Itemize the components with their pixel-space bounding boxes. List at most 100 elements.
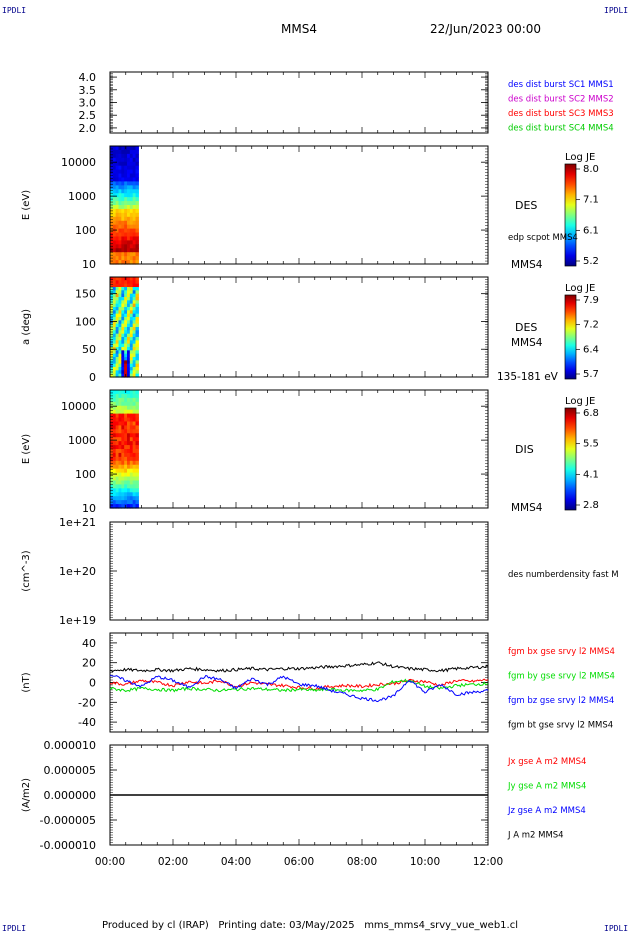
panel1-legend-entry: des dist burst SC1 MMS1 [508, 80, 614, 90]
panel3-heatmap-cell [129, 360, 134, 365]
panel2-heatmap-cell [124, 177, 128, 182]
footer-credits: Produced by cl (IRAP) Printing date: 03/… [102, 920, 519, 931]
panel2-heatmap-cell [132, 197, 137, 202]
panel4-heatmap-cell [124, 492, 128, 497]
panel3-heatmap-cell [115, 300, 120, 305]
panel2-heatmap-cell [127, 205, 131, 210]
panel2-heatmap-cell [132, 228, 137, 234]
panel3-heatmap-cell [118, 343, 122, 348]
panel4-heatmap-cell [121, 456, 125, 462]
panel4-heatmap-cell [110, 480, 114, 485]
panel3-heatmap-cell [132, 347, 137, 351]
panel2-heatmap-cell [121, 193, 125, 198]
panel4-heatmap-cell [124, 496, 128, 501]
panel4-heatmap-cell [112, 500, 117, 505]
panel4-heatmap-cell [112, 429, 117, 434]
panel4-heatmap-cell [118, 397, 122, 403]
panel2-heatmap-cell [110, 177, 114, 182]
panel2-heatmap-cell [132, 244, 137, 249]
panel2-heatmap-cell [121, 153, 125, 159]
panel3-heatmap-cell [127, 317, 131, 321]
panel2-heatmap-cell [129, 181, 134, 186]
panel1-legend-entry: des dist burst SC2 MMS2 [508, 95, 614, 105]
panel4-heatmap-cell [121, 421, 125, 426]
panel3-heatmap-cell [110, 300, 114, 305]
panel4-heatmap-cell [118, 401, 122, 407]
panel4-heatmap-cell [115, 401, 120, 407]
panel4-heatmap-cell [132, 452, 137, 458]
panel3-heatmap-cell [115, 290, 120, 295]
panel3-heatmap-cell [115, 373, 120, 378]
panel2-heatmap-cell [112, 232, 117, 238]
panel6-series-line [109, 678, 489, 693]
panel3-heatmap-cell [115, 280, 120, 285]
panel4-heatmap-cell [135, 460, 139, 466]
panel4-heatmap-cell [127, 496, 131, 501]
panel3-heatmap-cell [129, 290, 134, 295]
panel2-heatmap-cell [135, 252, 139, 257]
panel2-heatmap-cell [121, 169, 125, 175]
panel2-heatmap-cell [129, 224, 134, 230]
panel3-heatmap-cell [129, 340, 134, 345]
panel3-heatmap-cell [110, 343, 114, 348]
panel3-heatmap-cell [110, 277, 114, 281]
panel2-heatmap-cell [112, 146, 117, 151]
panel2-heatmap-cell [115, 248, 120, 253]
panel2-heatmap-cell [129, 161, 134, 167]
panel2-heatmap-cell [129, 169, 134, 175]
panel4-heatmap-cell [118, 433, 122, 438]
panel3-heatmap-cell [124, 350, 128, 355]
panel3-heatmap-cell [127, 297, 131, 301]
panel3-colorbar-tick-label: 7.2 [583, 320, 599, 331]
panel4-colorbar-title: Log JE [565, 396, 595, 407]
panel4-heatmap-cell [121, 468, 125, 474]
panel3-heatmap-cell [132, 297, 137, 301]
panel4-heatmap-cell [135, 464, 139, 470]
panel2-heatmap-cell [132, 189, 137, 194]
panel4-heatmap-cell [110, 492, 114, 497]
panel4-heatmap-cell [112, 409, 117, 415]
panel4-colorbar [564, 407, 577, 511]
panel3-heatmap-cell [127, 360, 131, 365]
panel4-heatmap-cell [124, 413, 128, 419]
panel3-heatmap-cell [121, 327, 125, 331]
panel2-heatmap-cell [135, 189, 139, 194]
panel3-heatmap-cell [127, 363, 131, 368]
panel3-heatmap-cell [129, 347, 134, 351]
panel3-heatmap-cell [112, 343, 117, 348]
panel3-heatmap-cell [112, 337, 117, 341]
panel2-heatmap-cell [112, 177, 117, 182]
panel2-heatmap-cell [110, 260, 114, 265]
panel2-heatmap-cell [115, 169, 120, 175]
panel2-heatmap-cell [132, 256, 137, 261]
panel3-colorbar [564, 294, 577, 380]
panel3-heatmap-cell [115, 367, 120, 371]
panel4-heatmap-cell [118, 456, 122, 462]
panel2-heatmap-cell [121, 232, 125, 238]
panel3-heatmap-cell [129, 370, 134, 375]
panel3-heatmap-cell [135, 350, 139, 355]
panel2-heatmap-cell [135, 169, 139, 175]
panel3-heatmap-cell [129, 343, 134, 348]
panel3-heatmap-cell [124, 303, 128, 308]
panel2-heatmap-cell [124, 185, 128, 190]
date-title: 22/Jun/2023 00:00 [430, 22, 542, 36]
panel3-heatmap-cell [129, 333, 134, 338]
panel2-heatmap-cell [118, 181, 122, 186]
panel3-heatmap-cell [118, 323, 122, 328]
panel4-heatmap-cell [112, 421, 117, 426]
panel3-heatmap-cell [118, 360, 122, 365]
panel3-heatmap-cell [132, 373, 137, 378]
panel3-heatmap-cell [132, 343, 137, 348]
panel2-heatmap-cell [127, 193, 131, 198]
panel4-heatmap-cell [118, 460, 122, 466]
panel2-heatmap-cell [115, 208, 120, 214]
panel4-heatmap-cell [129, 421, 134, 426]
panel4-heatmap-cell [121, 460, 125, 466]
panel2-heatmap-cell [129, 228, 134, 234]
panel4-heatmap-cell [127, 484, 131, 489]
panel3-heatmap-cell [115, 370, 120, 375]
panel4-heatmap-cell [124, 397, 128, 403]
panel3-heatmap-cell [115, 363, 120, 368]
panel2-heatmap-cell [124, 224, 128, 230]
